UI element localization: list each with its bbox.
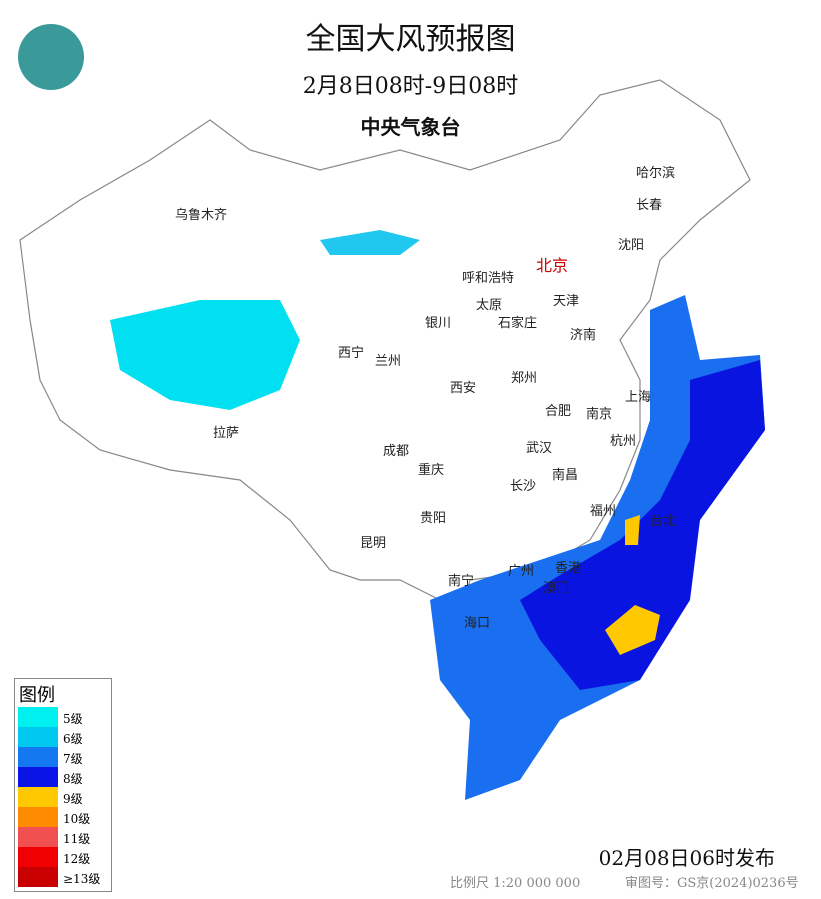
city-label: 长春 [636,198,663,213]
city-label: 香港 [555,561,582,576]
city-label: 西安 [450,381,477,396]
legend-swatch [18,827,58,847]
city-label: 昆明 [360,536,387,551]
legend-label: 11级 [63,832,91,846]
legend-item: 11级 [18,827,108,847]
legend-swatch [18,867,58,887]
city-label: 西宁 [338,346,365,361]
city-label: 乌鲁木齐 [175,208,228,223]
legend-swatch [18,847,58,867]
wind-area-cyan-north [320,230,420,255]
city-label: 石家庄 [498,316,538,331]
legend-label: 10级 [63,812,91,826]
issue-time: 02月08日06时发布 [598,846,775,870]
city-label: 拉萨 [213,426,240,441]
legend: 图例 5级 6级 7级 8级 9级 10级 11级 12级 ≥13级 [14,678,112,892]
legend-item: 6级 [18,727,108,747]
issuing-organization: 中央气象台 [360,115,461,139]
city-label: 贵阳 [420,511,447,526]
legend-label: 9级 [63,792,83,806]
legend-item: 7级 [18,747,108,767]
cma-logo [18,24,84,90]
legend-swatch [18,707,58,727]
legend-swatch [18,747,58,767]
legend-label: 6级 [63,732,83,746]
city-label: 合肥 [545,404,572,419]
map-approval-number: 审图号：GS京(2024)0236号 [625,876,799,891]
map-scale: 比例尺 1:20 000 000 [450,876,581,891]
wind-area-8-east [520,360,765,690]
city-label: 台北 [650,514,677,529]
map-title: 全国大风预报图 [305,22,516,57]
legend-swatch [18,727,58,747]
legend-label: 8级 [63,772,83,786]
city-label: 杭州 [610,434,637,449]
legend-swatch [18,767,58,787]
city-label: 南宁 [448,574,475,589]
china-outline [19,79,751,622]
legend-item: 8级 [18,767,108,787]
legend-label: 12级 [63,852,91,866]
city-label: 南昌 [552,468,579,483]
wind-area-cyan-northwest [110,300,300,410]
legend-swatch [18,807,58,827]
city-label: 太原 [476,298,503,313]
city-label: 上海 [625,390,652,405]
city-label: 长沙 [510,479,537,494]
legend-title: 图例 [19,685,55,706]
wind-area-9-taiwan-strait [625,515,640,545]
legend-item: 9级 [18,787,108,807]
wind-area-9-south-china-sea [605,605,660,655]
city-label: 济南 [570,328,597,343]
legend-item: 12级 [18,847,108,867]
city-label: 广州 [508,564,535,579]
legend-label: 5级 [63,712,83,726]
city-label: 兰州 [375,354,402,369]
city-label: 银川 [425,316,452,331]
legend-label: 7级 [63,752,83,766]
wind-area-7-east [430,295,765,800]
city-label: 南京 [586,407,613,422]
city-label: 海口 [464,616,491,631]
legend-item: 5级 [18,707,108,727]
city-label: 福州 [590,504,617,519]
legend-swatch [18,787,58,807]
city-label: 武汉 [526,441,553,456]
city-label: 郑州 [511,371,538,386]
legend-item: 10级 [18,807,108,827]
city-label: 天津 [553,294,580,309]
city-label: 成都 [383,444,410,459]
legend-label: ≥13级 [63,872,101,886]
city-label-capital: 北京 [536,256,569,275]
forecast-period: 2月8日08时-9日08时 [302,74,519,99]
city-label: 澳门 [543,581,570,596]
city-label: 沈阳 [618,238,645,253]
city-label: 重庆 [418,463,445,478]
city-label: 呼和浩特 [462,271,515,286]
city-label: 哈尔滨 [636,166,676,181]
legend-item: ≥13级 [18,867,108,887]
